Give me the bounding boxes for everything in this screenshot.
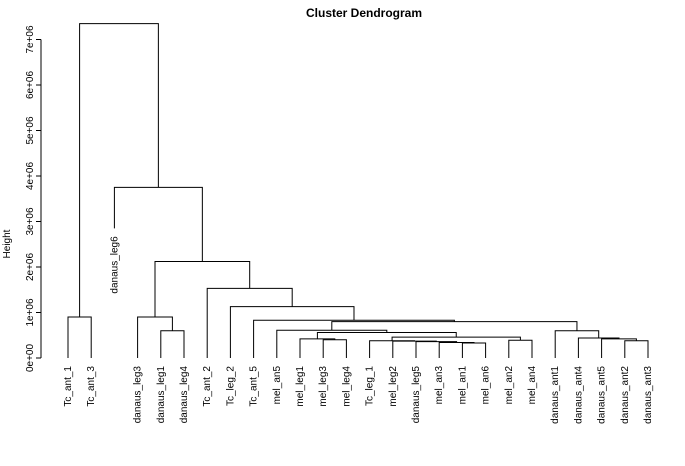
chart-title: Cluster Dendrogram [306,6,422,20]
y-tick-label: 3e+06 [25,207,36,236]
y-tick-label: 7e+06 [25,25,36,54]
y-tick-label: 2e+06 [25,253,36,282]
leaf-label: mel_leg1 [295,366,306,407]
leaf-label: mel_an6 [481,366,492,405]
y-tick-label: 0e+00 [25,344,36,373]
dendrogram-branch [415,341,458,358]
dendrogram-branch [577,337,620,358]
dendrogram-branch [299,338,336,358]
y-tick-label: 1e+06 [25,298,36,327]
dendrogram-branch [392,340,437,358]
leaf-label: Tc_ant_5 [249,366,260,407]
y-tick-label: 5e+06 [25,116,36,145]
leaf-label: mel_an5 [272,366,283,405]
y-axis: 0e+00 1e+06 2e+06 3e+06 4e+06 5e+06 6e+06 7e+06 [25,25,42,373]
dendrogram-branch [276,329,388,358]
leaf-label: mel_an1 [457,366,468,405]
dendrogram-branch [316,332,457,339]
leaf-label: danaus_ant1 [550,366,561,424]
dendrogram-branch [624,340,649,358]
y-tick-label: 6e+06 [25,71,36,100]
dendrogram-branch [461,342,487,358]
dendrogram-branch [391,336,521,341]
dendrogram-branch [508,339,533,358]
leaf-label: danaus_ant3 [643,366,654,424]
leaf-label: danaus_leg1 [156,366,167,424]
leaf-label: danaus_leg4 [179,366,190,424]
leaf-label: danaus_leg5 [411,366,422,424]
leaf-label: Tc_ant_1 [63,366,74,407]
leaf-label: Tc_ant_3 [86,366,97,407]
dendrogram-branch [601,338,637,358]
dendrogram-branch [554,330,600,358]
leaf-label: Tc_leg_2 [225,366,236,406]
dendrogram-branch [137,316,173,358]
y-tick-label: 4e+06 [25,162,36,191]
leaf-labels: Tc_ant_1 Tc_ant_3 danaus_leg6 danaus_leg3 da… [63,236,654,424]
dendrogram-branch [160,330,185,358]
dendrogram-branch [322,339,347,358]
leaf-label: mel_an4 [527,366,538,405]
leaf-label: Tc_ant_2 [202,366,213,407]
dendrogram-branch [113,186,203,262]
dendrogram-branches [67,23,649,358]
dendrogram-branch [369,340,416,358]
dendrogram-branch [79,23,159,318]
leaf-label: danaus_leg3 [133,366,144,424]
leaf-label: mel_leg4 [341,366,352,407]
dendrogram-branch [253,319,455,358]
leaf-label: danaus_ant2 [620,366,631,424]
dendrogram-branch [154,261,251,318]
dendrogram-branch [438,342,475,358]
dendrogram-branch [206,287,293,358]
leaf-label: mel_an3 [434,366,445,405]
leaf-label: mel_leg3 [318,366,329,407]
y-axis-label: Height [2,229,13,258]
leaf-label: danaus_ant4 [573,366,584,424]
dendrogram-branch [331,321,578,331]
leaf-label: danaus_leg6 [109,236,120,294]
dendrogram-branch [67,316,92,358]
leaf-label: Tc_leg_1 [365,366,376,406]
leaf-label: mel_an2 [504,366,515,405]
leaf-label: mel_leg2 [388,366,399,407]
leaf-label: danaus_ant5 [597,366,608,424]
